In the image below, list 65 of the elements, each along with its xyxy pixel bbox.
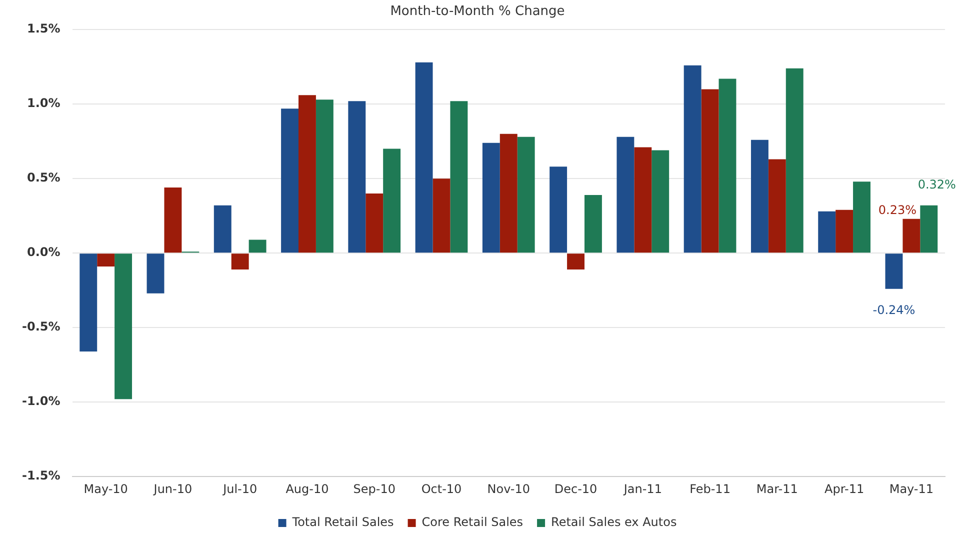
x-tick-label: Oct-10 <box>421 482 462 496</box>
x-tick-label: Aug-10 <box>286 482 329 496</box>
bar <box>482 142 500 253</box>
y-tick-label: 1.0% <box>26 96 60 110</box>
bar <box>432 178 450 253</box>
bar <box>920 205 938 253</box>
bar <box>383 148 401 253</box>
bar <box>214 205 232 253</box>
bar <box>348 101 366 253</box>
legend-label: Core Retail Sales <box>422 515 524 530</box>
bar <box>146 254 164 294</box>
data-label: -0.24% <box>872 302 916 317</box>
bar <box>768 159 786 253</box>
x-tick-label: Dec-10 <box>554 482 598 496</box>
y-tick-label: -0.5% <box>22 320 60 334</box>
bar <box>652 150 670 253</box>
y-tick-label: 1.5% <box>26 22 60 36</box>
x-tick-label: Mar-11 <box>756 482 798 496</box>
x-tick-label: Jun-10 <box>152 482 192 496</box>
legend-label: Total Retail Sales <box>291 515 394 530</box>
y-tick-label: 0.0% <box>26 245 60 260</box>
bar <box>750 140 768 253</box>
x-tick-label: May-10 <box>84 482 128 496</box>
data-label: 0.23% <box>878 202 916 217</box>
bar <box>281 108 299 253</box>
bar <box>231 254 249 270</box>
bar <box>718 78 736 253</box>
bar <box>701 89 719 253</box>
bar <box>248 240 266 253</box>
bar <box>97 254 115 267</box>
bar <box>684 65 702 253</box>
x-tick-label: Jul-10 <box>222 482 258 496</box>
bar <box>885 254 903 289</box>
bar <box>366 194 384 253</box>
legend-label: Retail Sales ex Autos <box>551 515 677 530</box>
x-tick-label: Nov-10 <box>487 482 530 496</box>
bar <box>786 68 804 253</box>
bar <box>450 101 468 253</box>
y-tick-label: -1.0% <box>22 394 60 408</box>
x-tick-label: Apr-11 <box>824 482 864 496</box>
bar <box>80 254 98 352</box>
bar <box>517 136 535 253</box>
bar <box>114 254 132 400</box>
bar <box>550 166 568 253</box>
chart-title: Month-to-Month % Change <box>390 4 565 20</box>
bar <box>902 218 920 253</box>
x-tick-label: May-11 <box>889 482 934 496</box>
bar <box>298 95 316 253</box>
data-label: 0.32% <box>918 178 956 192</box>
bar <box>853 182 870 253</box>
bar <box>616 136 634 253</box>
bar <box>836 210 854 253</box>
x-tick-label: Sep-10 <box>353 482 396 496</box>
x-tick-label: Jan-11 <box>622 482 662 496</box>
y-tick-label: 0.5% <box>26 170 60 185</box>
bar <box>567 254 584 270</box>
bar <box>500 134 518 253</box>
bar <box>818 211 836 253</box>
y-tick-label: -1.5% <box>22 468 60 483</box>
bar <box>164 188 182 253</box>
bar <box>316 100 334 253</box>
x-tick-label: Feb-11 <box>690 482 730 496</box>
bar <box>584 194 602 253</box>
bar <box>634 147 652 253</box>
bar <box>415 62 433 253</box>
